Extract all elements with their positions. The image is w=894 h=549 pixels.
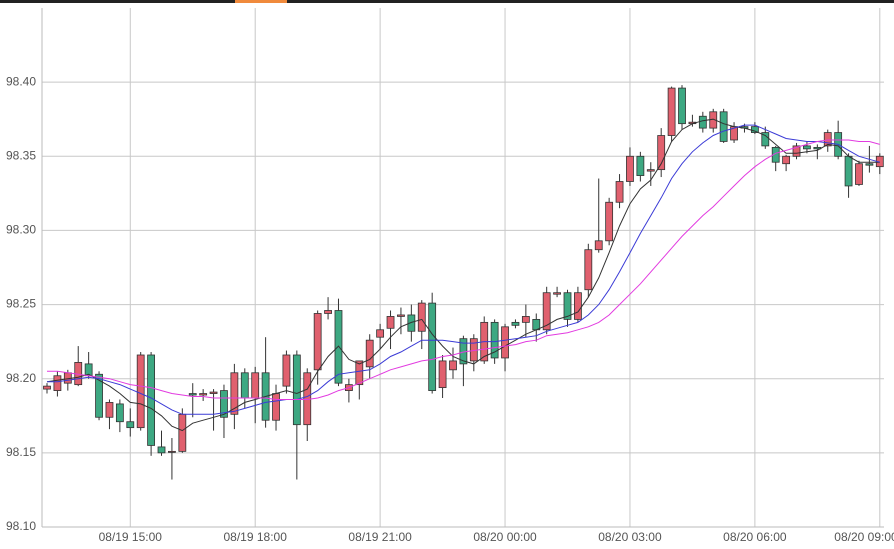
candle-body (678, 87, 686, 125)
candle-body (855, 163, 863, 185)
candle-body (251, 372, 260, 399)
y-tick-label: 98.25 (6, 297, 36, 311)
candle-body (178, 413, 187, 452)
x-tick-label: 08/20 03:00 (598, 530, 662, 544)
candle-body (667, 87, 676, 136)
candle-body (823, 132, 832, 147)
candle-body (626, 155, 634, 182)
candle-body (563, 292, 572, 320)
candle-body (147, 354, 156, 446)
candle-body (386, 316, 395, 329)
active-tab (235, 0, 287, 3)
candle-body (188, 393, 197, 396)
candle-body (865, 163, 874, 166)
y-tick-label: 98.35 (6, 148, 36, 162)
moving-average-line (46, 118, 880, 432)
candle-body (324, 310, 332, 314)
candle-body (792, 145, 801, 157)
candle-body (428, 302, 437, 391)
candle-body (844, 155, 853, 187)
candle-body (136, 354, 145, 429)
candle-body (240, 372, 249, 399)
candle-body (105, 402, 114, 418)
candle-body (282, 354, 291, 387)
candle-body (230, 372, 239, 415)
candle-body (115, 403, 124, 423)
candle-body (574, 292, 582, 320)
x-tick-label: 08/20 00:00 (473, 530, 537, 544)
candle-body (761, 132, 770, 147)
candle-body (95, 373, 103, 418)
candle-body (272, 393, 280, 421)
candle-body (220, 390, 228, 418)
candle-body (501, 326, 509, 359)
x-tick-label: 08/19 18:00 (223, 530, 287, 544)
candle-body (209, 391, 218, 394)
top-bar (0, 0, 894, 3)
candle-body (53, 375, 62, 391)
y-tick-label: 98.30 (6, 223, 36, 237)
y-tick-label: 98.15 (6, 445, 36, 459)
candle-body (657, 135, 666, 171)
candle-body (594, 240, 603, 251)
candle-body (43, 385, 51, 390)
candle-body (553, 292, 561, 295)
candle-body (292, 354, 301, 426)
candle-body (126, 421, 135, 429)
x-tick-label: 08/20 09:00 (834, 530, 894, 544)
candle-body (646, 169, 655, 172)
moving-average-line (47, 139, 880, 400)
x-tick-label: 08/19 21:00 (348, 530, 412, 544)
candle-body (365, 339, 374, 368)
candle-body (157, 446, 166, 454)
candle-body (407, 314, 416, 332)
candle-body (449, 360, 457, 371)
candle-body (490, 321, 499, 359)
candle-body (803, 145, 811, 150)
candle-body (397, 314, 405, 317)
candle-body (521, 316, 530, 323)
candle-body (636, 155, 645, 176)
candle-body (511, 321, 520, 326)
candle-body (584, 249, 593, 291)
candle-body (438, 360, 447, 389)
candle-body (719, 111, 728, 142)
moving-average-line (47, 124, 880, 415)
y-tick-label: 98.20 (6, 371, 36, 385)
candle-body (615, 181, 624, 203)
candle-body (199, 393, 208, 396)
y-tick-label: 98.40 (6, 74, 36, 88)
candle-body (168, 450, 176, 453)
candle-body (698, 115, 707, 129)
candle-body (782, 155, 791, 165)
candle-body (376, 329, 385, 338)
candle-body (605, 201, 614, 242)
candle-body (417, 302, 426, 332)
x-tick-label: 08/19 15:00 (99, 530, 163, 544)
candle-body (355, 360, 364, 386)
candle-body (542, 292, 551, 331)
candle-body (313, 313, 322, 371)
x-tick-label: 08/20 06:00 (723, 530, 787, 544)
y-tick-label: 98.10 (6, 519, 36, 533)
